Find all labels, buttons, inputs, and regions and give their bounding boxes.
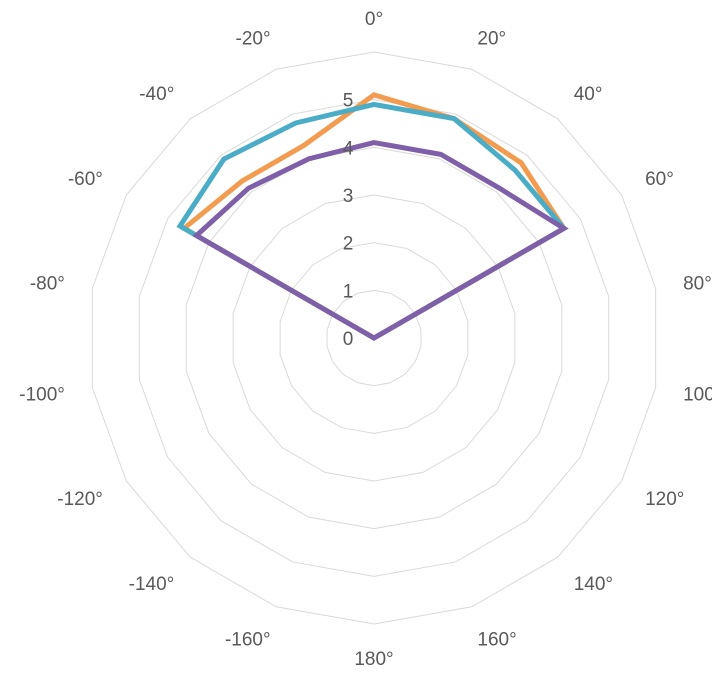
radial-tick-label: 0 [343,329,354,350]
series-line-1 [179,92,568,341]
angle-label: -20° [236,28,271,49]
angle-label: -100° [19,385,65,406]
series-layer [176,92,569,341]
angle-label: 80° [683,273,712,294]
angle-label: 140° [574,574,613,595]
angle-label: -60° [68,169,103,190]
angle-label: 120° [645,489,684,510]
radial-tick-label: 5 [343,91,354,112]
angle-label: 160° [477,630,516,651]
grid-ring-6 [91,51,657,625]
angle-label: -160° [225,630,271,651]
radial-tick-label: 2 [343,234,354,255]
radial-tick-label: 1 [343,281,354,302]
angle-label: 20° [477,28,506,49]
grid-ring-5 [138,99,610,577]
angle-label: -140° [129,574,175,595]
radial-tick-label: 3 [343,186,354,207]
series-line-2 [176,101,568,341]
angle-label: 60° [645,169,674,190]
angle-label: -120° [57,489,103,510]
angle-labels: 0° 20° 40° 60° 80° 100° 120° 140° 160° 180° -160° -… [19,9,712,670]
angle-label: -80° [30,273,65,294]
radial-tick-label: 4 [343,138,354,159]
angle-label: 100° [683,385,712,406]
angle-label: 40° [574,84,603,105]
series-line-3 [192,140,569,341]
angle-label: -40° [139,84,174,105]
angle-label: 0° [365,9,383,30]
angle-label: 180° [354,649,393,668]
radial-tick-labels: 0 1 2 3 4 5 [343,91,354,350]
